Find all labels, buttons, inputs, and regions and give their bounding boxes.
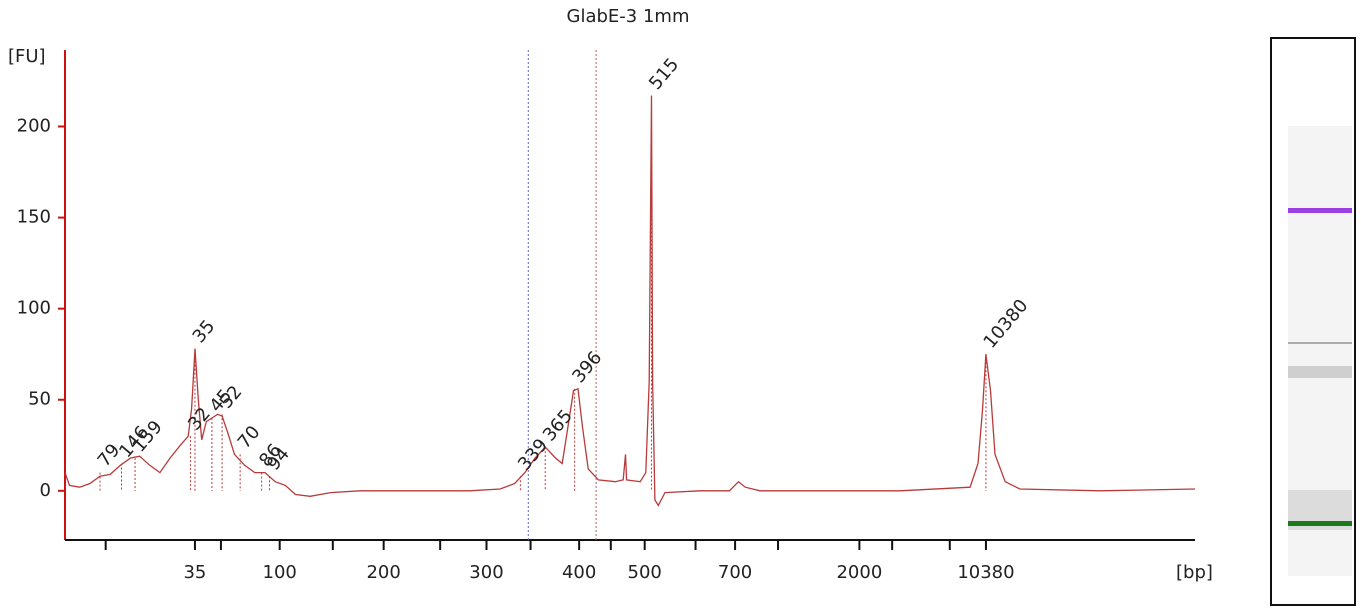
x-tick-label: 500 xyxy=(628,562,662,583)
peak-label: 35 xyxy=(189,316,220,347)
y-tick-label: 150 xyxy=(17,207,51,228)
peak-label: 365 xyxy=(539,406,577,446)
gel-lane xyxy=(1270,37,1356,606)
gel-band xyxy=(1288,366,1352,378)
gel-lower-marker xyxy=(1288,521,1352,526)
x-tick-label: 2000 xyxy=(836,562,882,583)
x-tick-label: 35 xyxy=(183,562,206,583)
x-tick-label: 400 xyxy=(562,562,596,583)
y-axis-label: [FU] xyxy=(8,46,46,67)
trace xyxy=(64,95,1196,507)
gel-upper-marker xyxy=(1288,208,1352,213)
peak-label: 70 xyxy=(234,422,265,453)
peak-label: 396 xyxy=(568,347,606,387)
peak-label: 515 xyxy=(645,54,683,94)
x-tick-label: 700 xyxy=(718,562,752,583)
y-tick-label: 100 xyxy=(17,298,51,319)
y-tick-label: 50 xyxy=(28,389,51,410)
x-axis-label: [bp] xyxy=(1176,562,1213,583)
x-tick-label: 300 xyxy=(469,562,503,583)
gel-band xyxy=(1288,342,1352,344)
x-tick-label: 10380 xyxy=(957,562,1014,583)
peak-label: 339 xyxy=(514,435,552,475)
x-tick-label: 100 xyxy=(263,562,297,583)
peak-label: 10380 xyxy=(980,295,1033,352)
y-tick-label: 0 xyxy=(40,480,51,501)
chart-title: GlabE-3 1mm xyxy=(567,6,690,27)
y-tick-label: 200 xyxy=(17,116,51,137)
x-tick-label: 200 xyxy=(366,562,400,583)
